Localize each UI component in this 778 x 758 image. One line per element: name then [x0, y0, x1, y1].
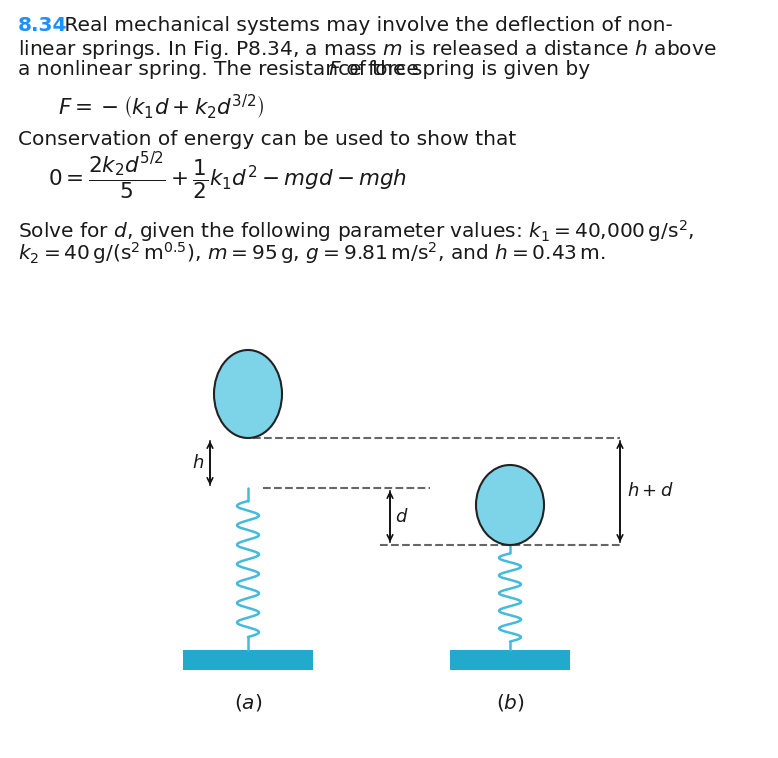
Text: $(b)$: $(b)$	[496, 692, 524, 713]
Text: of the spring is given by: of the spring is given by	[340, 60, 591, 79]
FancyBboxPatch shape	[183, 650, 313, 670]
Text: Solve for $d$, given the following parameter values: $k_1 = 40{,}000\,\mathrm{g/: Solve for $d$, given the following param…	[18, 218, 694, 244]
Text: $F$: $F$	[328, 60, 342, 79]
Text: $d$: $d$	[395, 508, 408, 525]
Text: $F = -\left(k_1 d + k_2 d^{3/2}\right)$: $F = -\left(k_1 d + k_2 d^{3/2}\right)$	[58, 92, 264, 121]
Text: a nonlinear spring. The resistance force: a nonlinear spring. The resistance force	[18, 60, 426, 79]
FancyBboxPatch shape	[450, 650, 570, 670]
Text: Real mechanical systems may involve the deflection of non-: Real mechanical systems may involve the …	[58, 16, 673, 35]
Text: $0 = \dfrac{2k_2 d^{5/2}}{5} + \dfrac{1}{2}k_1 d^2 - mgd - mgh$: $0 = \dfrac{2k_2 d^{5/2}}{5} + \dfrac{1}…	[48, 150, 407, 202]
Text: $(a)$: $(a)$	[234, 692, 262, 713]
Text: $k_2 = 40\,\mathrm{g/(s^2\,m^{0.5})}$, $m = 95\,\mathrm{g}$, $g = 9.81\,\mathrm{: $k_2 = 40\,\mathrm{g/(s^2\,m^{0.5})}$, $…	[18, 240, 606, 266]
Text: $h$: $h$	[192, 454, 204, 472]
Ellipse shape	[214, 350, 282, 438]
Text: $h + d$: $h + d$	[627, 483, 674, 500]
Text: 8.34: 8.34	[18, 16, 68, 35]
Text: Conservation of energy can be used to show that: Conservation of energy can be used to sh…	[18, 130, 517, 149]
Text: linear springs. In Fig. P8.34, a mass $m$ is released a distance $h$ above: linear springs. In Fig. P8.34, a mass $m…	[18, 38, 717, 61]
Ellipse shape	[476, 465, 544, 545]
